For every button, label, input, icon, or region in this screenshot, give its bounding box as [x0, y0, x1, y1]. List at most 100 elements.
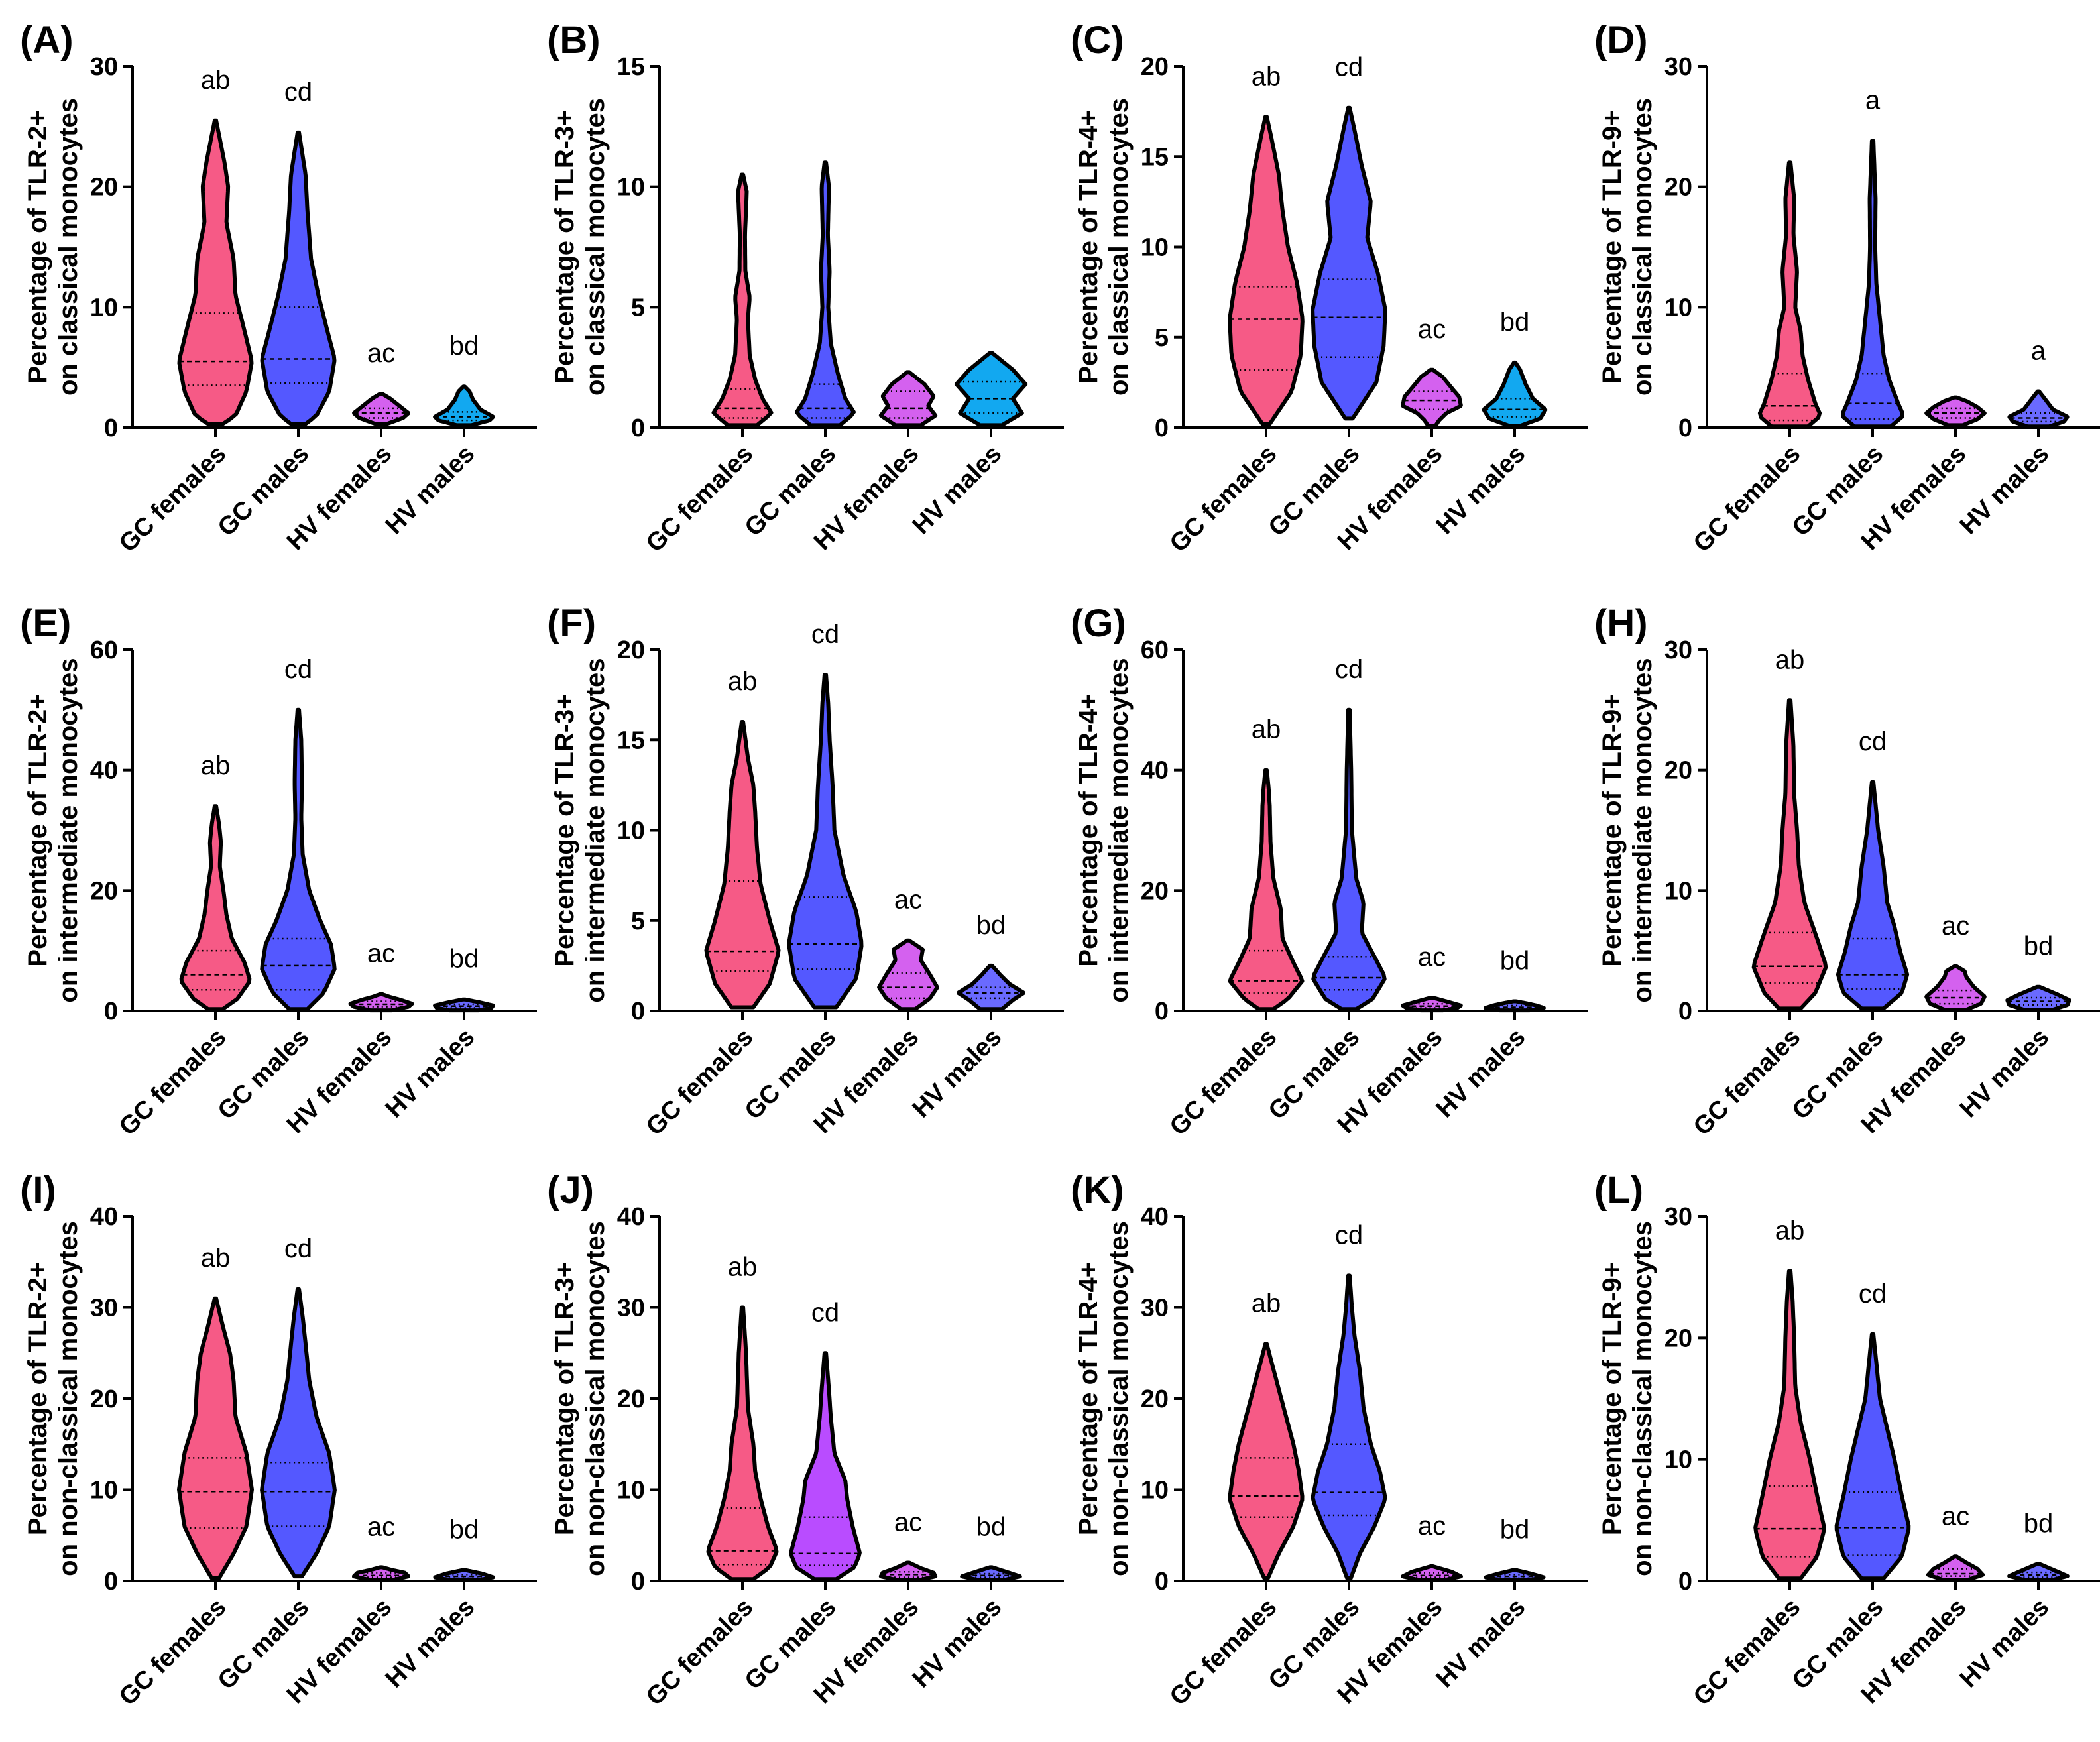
y-tick-label: 0 — [1678, 414, 1692, 442]
significance-label: bd — [449, 331, 479, 361]
significance-label: cd — [1859, 727, 1887, 756]
violin-hv-females — [348, 992, 414, 1013]
significance-label: ac — [367, 939, 395, 968]
x-category-label: HV males — [1431, 1594, 1531, 1694]
y-tick-label: 10 — [1664, 877, 1692, 905]
y-tick-label: 10 — [1141, 234, 1169, 262]
x-category-label: HV males — [1955, 1594, 2055, 1694]
significance-label: ab — [1775, 645, 1805, 674]
significance-label: cd — [1859, 1279, 1887, 1308]
violin-gc-females — [1228, 1342, 1305, 1580]
y-tick-label: 20 — [1664, 174, 1692, 202]
y-axis-label-a: Percentage of TLR-2+on classical monocyt… — [23, 98, 83, 396]
violin-gc-females — [1751, 698, 1828, 1011]
significance-label: bd — [1500, 946, 1530, 975]
y-axis-label-b: Percentage of TLR-3+on classical monocyt… — [550, 98, 610, 396]
y-axis-label-line: Percentage of TLR-3+ — [550, 110, 579, 383]
significance-label: ac — [1418, 943, 1446, 972]
panel-d: (D) Percentage of TLR-9+on classical mono… — [1594, 19, 2100, 557]
y-tick-label: 5 — [1155, 324, 1169, 352]
y-tick-label: 20 — [1141, 53, 1169, 81]
significance-label: ac — [894, 886, 922, 915]
y-axis-label-g: Percentage of TLR-4+on intermediate mono… — [1074, 658, 1134, 1002]
y-tick-label: 30 — [617, 1295, 645, 1322]
y-tick-label: 0 — [1155, 1568, 1169, 1596]
panel-c: (C) Percentage of TLR-4+on classical mono… — [1071, 19, 1588, 557]
y-axis-label-line: on non-classical monocytes — [1104, 1221, 1134, 1576]
significance-label: cd — [284, 1234, 312, 1263]
y-axis-label-e: Percentage of TLR-2+on intermediate mono… — [23, 658, 83, 1002]
significance-label: bd — [1500, 1515, 1530, 1544]
y-tick-label: 60 — [90, 636, 118, 664]
y-axis-label-line: Percentage of TLR-2+ — [23, 1262, 52, 1535]
violin-gc-males — [1311, 707, 1387, 1012]
x-category-label: HV males — [1431, 440, 1531, 540]
x-category-label: GC females — [1165, 440, 1283, 558]
significance-label: bd — [2024, 1509, 2054, 1538]
y-tick-label: 0 — [631, 414, 645, 442]
y-axis-label-k: Percentage of TLR-4+on non-classical mon… — [1074, 1221, 1134, 1576]
y-tick-label: 0 — [104, 1568, 118, 1596]
violin-gc-males — [260, 130, 337, 426]
y-axis-label-line: on non-classical monocytes — [54, 1221, 83, 1576]
y-axis-label-line: Percentage of TLR-3+ — [550, 1262, 579, 1535]
x-category-label: HV males — [907, 1023, 1008, 1124]
y-axis-label-line: Percentage of TLR-2+ — [23, 693, 52, 966]
panel-label-f: (F) — [547, 602, 596, 645]
significance-label: ac — [1942, 911, 1969, 941]
y-tick-label: 10 — [617, 174, 645, 202]
y-axis-label-d: Percentage of TLR-9+on classical monocyt… — [1598, 98, 1657, 396]
violin-gc-females — [1757, 160, 1822, 429]
y-tick-label: 20 — [1141, 877, 1169, 905]
y-axis-label-line: on intermediate monocytes — [54, 658, 83, 1002]
violin-gc-males — [260, 1287, 337, 1579]
panel-label-l: (L) — [1594, 1169, 1643, 1212]
x-category-label: HV males — [380, 1023, 481, 1124]
significance-label: a — [2031, 337, 2046, 366]
y-tick-label: 30 — [1664, 636, 1692, 664]
y-tick-label: 15 — [617, 726, 645, 754]
y-axis-label-f: Percentage of TLR-3+on intermediate mono… — [550, 658, 610, 1002]
significance-label: ab — [1775, 1216, 1805, 1246]
significance-label: ab — [1252, 715, 1281, 744]
panel-i: (I) Percentage of TLR-2+on non-classical … — [20, 1169, 537, 1711]
panel-k: (K) Percentage of TLR-4+on non-classical … — [1071, 1169, 1588, 1711]
x-category-label: HV males — [380, 440, 481, 540]
significance-label: a — [1865, 86, 1881, 115]
y-tick-label: 40 — [1141, 1203, 1169, 1231]
significance-label: cd — [284, 655, 312, 684]
significance-label: cd — [811, 1298, 839, 1327]
y-tick-label: 10 — [617, 817, 645, 845]
panel-label-k: (K) — [1071, 1169, 1124, 1212]
y-axis-label-i: Percentage of TLR-2+on non-classical mon… — [23, 1221, 83, 1576]
y-tick-label: 10 — [90, 1477, 118, 1505]
x-category-label: GC females — [114, 440, 232, 558]
x-category-label: GC females — [641, 440, 759, 558]
violin-gc-females — [179, 804, 252, 1012]
significance-label: bd — [449, 1515, 479, 1544]
violin-gc-females — [177, 118, 254, 426]
violin-hv-females — [352, 392, 410, 426]
y-tick-label: 40 — [1141, 757, 1169, 785]
y-axis-label-line: Percentage of TLR-2+ — [23, 110, 52, 383]
panel-a: (A) Percentage of TLR-2+on classical mono… — [20, 19, 537, 557]
y-tick-label: 10 — [617, 1477, 645, 1505]
violin-hv-females — [1924, 395, 1987, 428]
x-category-label: HV males — [1955, 440, 2055, 540]
panel-g: (G) Percentage of TLR-4+on intermediate m… — [1071, 602, 1588, 1141]
violin-hv-females — [1924, 964, 1987, 1012]
y-axis-label-line: on intermediate monocytes — [1628, 658, 1657, 1002]
y-axis-label-c: Percentage of TLR-4+on classical monocyt… — [1074, 98, 1134, 396]
significance-label: cd — [1335, 655, 1363, 684]
panel-label-a: (A) — [20, 19, 74, 62]
significance-label: ab — [201, 66, 231, 95]
x-category-label: HV males — [907, 440, 1008, 540]
significance-label: bd — [1500, 308, 1530, 337]
y-tick-label: 10 — [1141, 1477, 1169, 1505]
x-category-label: GC females — [114, 1594, 232, 1712]
significance-label: ac — [367, 1512, 395, 1541]
violin-gc-males — [1841, 139, 1904, 429]
y-tick-label: 0 — [1155, 998, 1169, 1025]
violin-gc-males — [789, 1351, 862, 1582]
